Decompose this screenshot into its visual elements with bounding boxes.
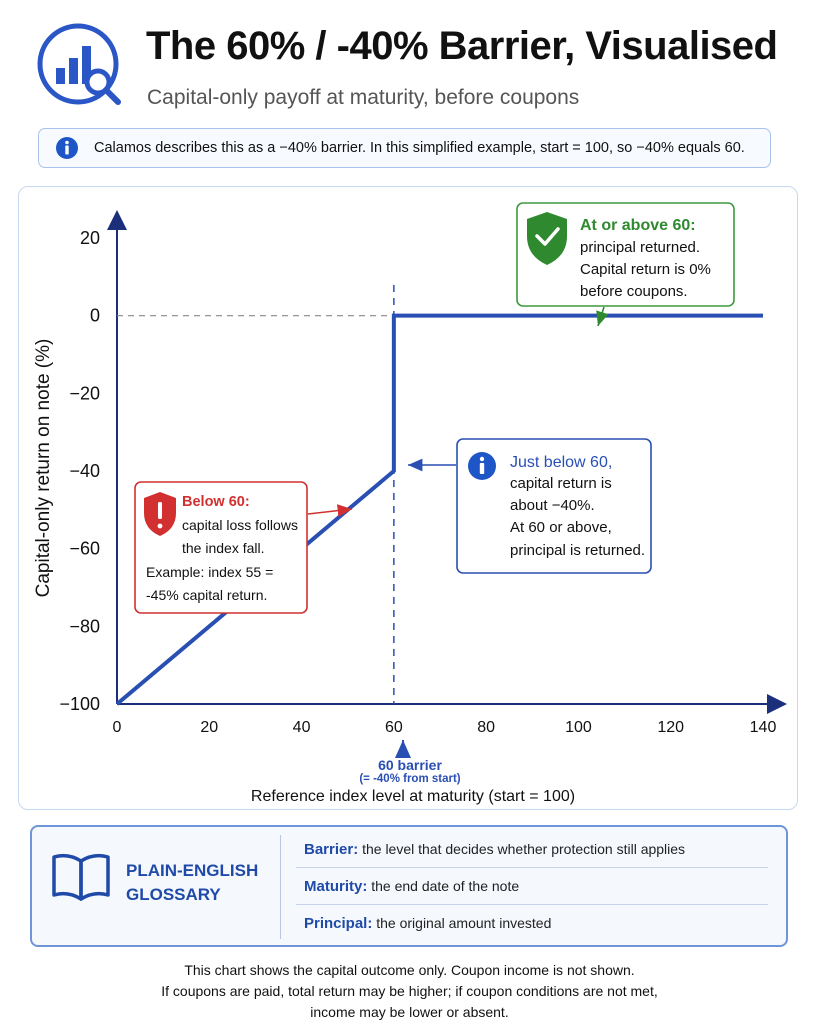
annotation-above: At or above 60: principal returned. Capi… <box>516 202 735 327</box>
glossary-item-barrier: Barrier: the level that decides whether … <box>304 841 768 858</box>
x-tick-label: 40 <box>293 719 311 736</box>
glossary-divider <box>280 835 281 939</box>
y-tick-label: −80 <box>69 616 100 636</box>
x-tick-label: 140 <box>750 719 777 736</box>
page-title: The 60% / -40% Barrier, Visualised <box>146 24 778 68</box>
info-icon <box>468 452 496 480</box>
barrier-sublabel: (= -40% from start) <box>359 773 460 785</box>
page-subtitle: Capital-only payoff at maturity, before … <box>147 86 580 109</box>
annotation-above-line: Capital return is 0% <box>580 261 711 278</box>
annotation-just-below-line: principal is returned. <box>510 542 645 559</box>
x-tick-label: 100 <box>565 719 592 736</box>
glossary-definition: the level that decides whether protectio… <box>362 841 686 857</box>
info-icon <box>56 137 78 159</box>
y-tick-label: 20 <box>80 228 100 248</box>
footer-note-line: If coupons are paid, total return may be… <box>161 983 658 999</box>
glossary-term: Principal: <box>304 915 373 932</box>
annotation-below-line: -45% capital return. <box>146 587 267 603</box>
info-bar-text: Calamos describes this as a −40% barrier… <box>94 140 745 156</box>
y-tick-label: 0 <box>90 306 100 326</box>
annotation-below-line: Example: index 55 = <box>146 564 273 580</box>
annotation-above-line: before coupons. <box>580 283 688 300</box>
glossary-separator <box>296 904 768 905</box>
open-book-icon <box>52 853 110 901</box>
glossary-definition: the original amount invested <box>376 915 552 931</box>
annotation-below-arrow <box>307 504 353 517</box>
annotation-just-below-title: Just below 60, <box>510 454 612 471</box>
annotation-just-below-line: about −40%. <box>510 497 595 514</box>
annotation-just-below: Just below 60, capital return is about −… <box>408 438 652 574</box>
annotation-above-arrow <box>596 306 609 327</box>
annotation-just-below-line: capital return is <box>510 475 612 492</box>
footer-note-line: income may be lower or absent. <box>310 1004 509 1020</box>
x-tick-label: 80 <box>477 719 495 736</box>
glossary-definition: the end date of the note <box>371 878 520 894</box>
glossary-title: PLAIN-ENGLISH GLOSSARY <box>126 859 258 907</box>
info-bar: Calamos describes this as a −40% barrier… <box>38 128 771 168</box>
glossary-separator <box>296 867 768 868</box>
glossary-term: Barrier: <box>304 841 359 858</box>
glossary-title-line: PLAIN-ENGLISH <box>126 861 259 880</box>
x-tick-label: 0 <box>113 719 122 736</box>
y-axis-label: Capital-only return on note (%) <box>33 339 54 598</box>
glossary-panel: PLAIN-ENGLISH GLOSSARY Barrier: the leve… <box>30 825 788 947</box>
x-tick-label: 60 <box>385 719 403 736</box>
x-axis-label: Reference index level at maturity (start… <box>251 788 575 805</box>
chart-magnifier-icon <box>37 23 121 105</box>
glossary-term: Maturity: <box>304 878 368 895</box>
annotation-below-title: Below 60: <box>182 494 250 510</box>
annotation-above-title: At or above 60: <box>580 217 696 234</box>
x-tick-label: 120 <box>657 719 684 736</box>
annotation-above-line: principal returned. <box>580 239 700 256</box>
y-tick-label: −20 <box>69 383 100 403</box>
y-tick-label: −100 <box>59 694 100 714</box>
barrier-label: 60 barrier <box>378 757 442 773</box>
glossary-item-maturity: Maturity: the end date of the note <box>304 878 768 895</box>
footer-note-line: This chart shows the capital outcome onl… <box>184 962 635 978</box>
glossary-title-line: GLOSSARY <box>126 885 221 904</box>
shield-check-icon <box>527 212 567 265</box>
annotation-below: Below 60: capital loss follows the index… <box>134 481 353 614</box>
annotation-below-line: the index fall. <box>182 540 265 556</box>
glossary-item-principal: Principal: the original amount invested <box>304 915 768 932</box>
annotation-below-line: capital loss follows <box>182 517 298 533</box>
annotation-just-below-line: At 60 or above, <box>510 519 612 536</box>
y-tick-label: −60 <box>69 539 100 559</box>
y-tick-label: −40 <box>69 461 100 481</box>
shield-alert-icon <box>144 492 176 536</box>
x-tick-label: 20 <box>200 719 218 736</box>
